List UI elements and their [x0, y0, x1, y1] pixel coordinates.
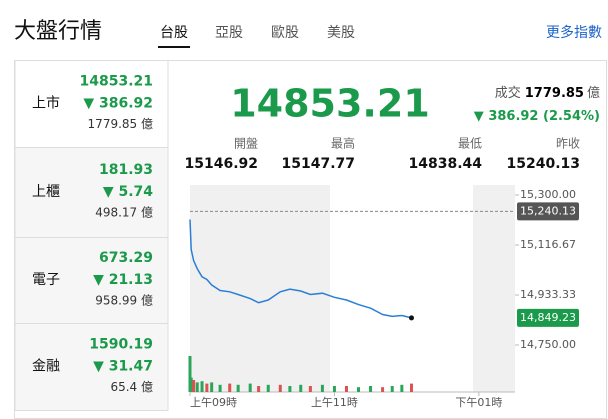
index-change: 5.74 — [118, 184, 153, 200]
index-volume: 498.17 億 — [95, 206, 153, 220]
sidebar-row[interactable] — [14, 237, 169, 324]
index-change-line: ▼ 31.47 — [93, 359, 153, 375]
y-tick-label: 15,300.00 — [520, 188, 576, 201]
session-shade — [473, 185, 515, 392]
index-name: 金融 — [32, 359, 60, 375]
tab[interactable]: 台股 — [160, 25, 188, 41]
volume-unit: 億 — [587, 85, 600, 101]
sidebar-row[interactable] — [14, 60, 169, 148]
index-change-line: ▼ 21.13 — [93, 272, 153, 288]
stat-label: 最高 — [331, 136, 355, 151]
volume-bar — [210, 382, 214, 392]
stat-label: 昨收 — [556, 137, 580, 151]
sidebar-row[interactable] — [14, 323, 169, 411]
index-price: 673.29 — [99, 250, 153, 266]
volume-value: 1779.85 — [525, 86, 584, 101]
volume-bar — [409, 383, 413, 392]
more-link[interactable]: 更多指數 — [546, 24, 602, 41]
index-name: 上市 — [32, 95, 60, 112]
index-volume: 958.99 億 — [95, 294, 153, 308]
stat-label: 最低 — [458, 137, 482, 151]
index-name: 上櫃 — [32, 184, 60, 200]
volume-bar — [381, 387, 385, 392]
x-tick-label: 上午09時 — [190, 396, 237, 409]
stat-value: 15146.92 — [184, 156, 258, 172]
volume-bar — [357, 387, 361, 392]
volume-bar — [266, 384, 270, 392]
last-label: 14,849.23 — [520, 311, 576, 324]
y-tick-label: 15,116.67 — [520, 238, 576, 251]
volume-bar — [248, 383, 252, 392]
last-box — [517, 308, 579, 327]
stat-value: 14838.44 — [408, 156, 482, 172]
index-change-line: ▼ 386.92 — [83, 96, 153, 112]
main-change-line: ▼ 386.92 (2.54%) — [474, 109, 600, 124]
index-change: 386.92 — [99, 96, 153, 112]
volume-bar — [192, 380, 196, 392]
reference-label: 15,240.13 — [520, 204, 576, 217]
title: 大盤行情 — [14, 19, 102, 44]
volume-bar — [228, 383, 232, 392]
reference-box — [517, 202, 579, 221]
sidebar: 上市 14853.21 ▼ 386.92 1779.85 億上櫃 181.93 ▼ 5.7… — [14, 60, 169, 411]
tab[interactable]: 美股 — [327, 25, 355, 41]
index-volume: 1779.85 億 — [88, 117, 153, 131]
index-price: 1590.19 — [89, 337, 153, 353]
volume-bar — [308, 386, 312, 392]
volume-line: 成交 1779.85 億 — [495, 85, 600, 101]
down-arrow: ▼ — [93, 272, 109, 288]
volume-bar — [218, 384, 222, 392]
index-price: 181.93 — [99, 162, 153, 178]
tab[interactable]: 歐股 — [271, 25, 299, 41]
index-change: 21.13 — [109, 272, 153, 288]
volume-label: 成交 — [495, 85, 521, 101]
down-arrow: ▼ — [93, 359, 109, 375]
volume-bar — [320, 384, 324, 392]
volume-bar — [400, 384, 404, 392]
index-volume: 65.4 億 — [110, 380, 153, 394]
index-price: 14853.21 — [79, 74, 153, 90]
down-arrow: ▼ — [103, 184, 119, 200]
price-line — [189, 219, 412, 319]
x-tick-label: 下午01時 — [455, 396, 502, 409]
volume-bar — [332, 386, 336, 392]
stat-value: 15147.77 — [281, 156, 355, 172]
volume-bar — [236, 384, 240, 392]
y-tick-label: 14,750.00 — [520, 338, 576, 351]
main-price: 14853.21 — [230, 82, 430, 126]
stats: 開盤 15146.92 最高 15147.77 最低 14838.44 昨收 15240.13 — [184, 136, 580, 173]
index-change: 31.47 — [109, 359, 153, 375]
down-arrow: ▼ — [474, 109, 489, 124]
last-point — [408, 315, 414, 321]
volume-bar — [195, 382, 199, 392]
volume-bar — [188, 356, 192, 392]
main-change: 386.92 (2.54%) — [488, 109, 600, 124]
volume-bar — [205, 383, 209, 392]
x-tick-label: 上午11時 — [311, 396, 358, 409]
volume-bar — [257, 386, 261, 392]
volume-bar — [288, 386, 292, 392]
index-name: 電子 — [32, 272, 60, 288]
stat-label: 開盤 — [234, 137, 258, 151]
volume-bar — [200, 381, 204, 392]
chart: 15,300.00 15,116.67 14,933.33 14,750.00 上午09… — [188, 185, 579, 409]
sidebar-row[interactable] — [14, 147, 169, 238]
volume-bar — [278, 384, 282, 392]
stat-value: 15240.13 — [506, 156, 580, 172]
index-change-line: ▼ 5.74 — [103, 184, 153, 200]
volume-bar — [189, 377, 193, 392]
session-shade — [190, 185, 330, 392]
volume-bar — [390, 386, 394, 392]
down-arrow: ▼ — [83, 96, 99, 112]
tab[interactable]: 亞股 — [215, 25, 243, 41]
volume-bar — [369, 386, 373, 392]
y-tick-label: 14,933.33 — [520, 288, 576, 301]
volume-bar — [344, 386, 348, 392]
volume-bar — [299, 384, 303, 392]
